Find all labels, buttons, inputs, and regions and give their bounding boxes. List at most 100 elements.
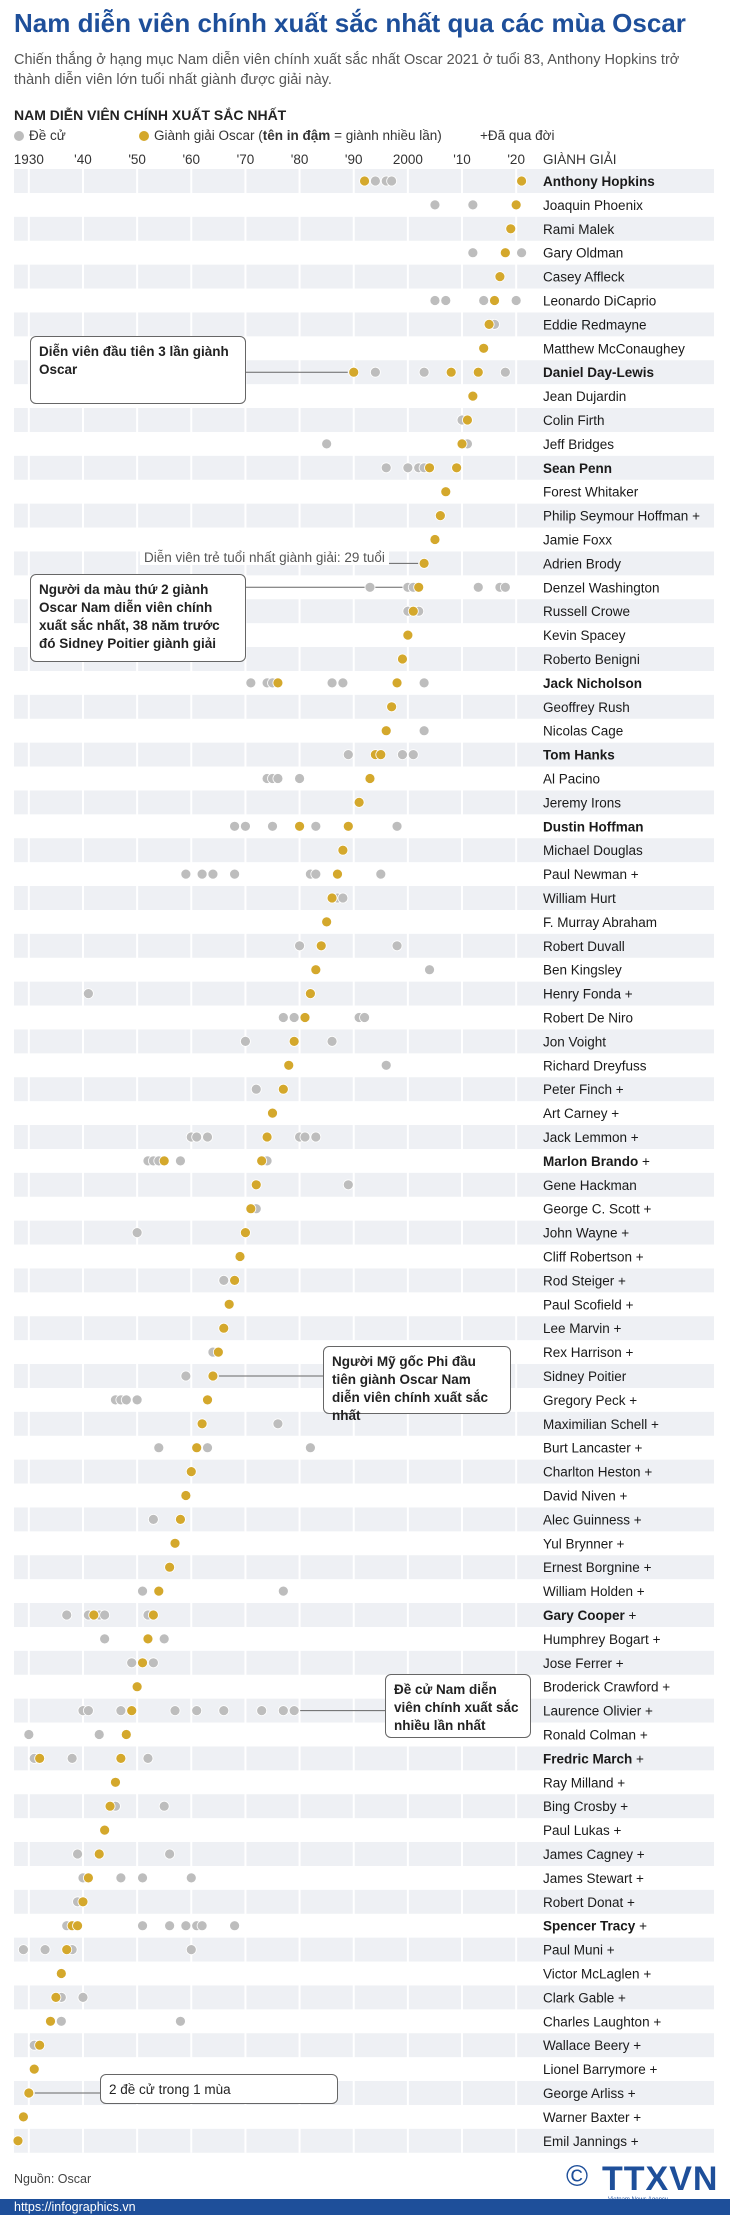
x-tick-label: '90 — [345, 152, 363, 167]
nomination-dot — [499, 366, 511, 378]
actor-name: Richard Dreyfuss — [543, 1058, 647, 1073]
actor-name: James Stewart + — [543, 1871, 644, 1886]
actor-name: Denzel Washington — [543, 580, 660, 595]
nomination-dot — [516, 247, 527, 259]
deceased-mark: + — [616, 1489, 628, 1504]
actor-name: William Hurt — [543, 891, 616, 906]
nomination-dot — [310, 820, 322, 832]
x-tick-label: '60 — [182, 152, 200, 167]
win-dot — [418, 558, 430, 569]
actor-name: Robert Donat + — [543, 1895, 635, 1910]
win-dot — [229, 1275, 240, 1286]
row-band — [14, 1172, 714, 1197]
actor-name: Peter Finch + — [543, 1082, 624, 1097]
win-dot — [494, 271, 506, 283]
page-title: Nam diễn viên chính xuất sắc nhất qua cá… — [14, 8, 686, 38]
x-tick-label: '10 — [453, 152, 471, 167]
actor-name: Bing Crosby + — [543, 1799, 628, 1814]
actor-name: Russell Crowe — [543, 604, 630, 619]
win-dot — [147, 1609, 159, 1621]
nomination-dot — [288, 1705, 300, 1716]
page-subtitle: Chiến thắng ở hạng mục Nam diễn viên chí… — [14, 52, 680, 88]
row-band — [14, 1555, 714, 1580]
nomination-dot — [305, 1442, 316, 1454]
win-dot — [445, 366, 457, 378]
nomination-dot — [82, 988, 94, 999]
actor-name: Spencer Tracy + — [543, 1919, 647, 1934]
nomination-dot — [380, 1059, 392, 1071]
actor-name: Jose Ferrer + — [543, 1656, 624, 1671]
win-dot — [402, 629, 414, 641]
row-band — [14, 1077, 714, 1102]
win-dot — [175, 1514, 186, 1525]
actor-name: James Cagney + — [543, 1847, 645, 1862]
win-dot — [348, 366, 360, 378]
win-dot — [505, 223, 517, 235]
nomination-dot — [326, 677, 338, 689]
win-dot — [342, 820, 354, 832]
nomination-dot — [310, 1131, 322, 1143]
actor-name: Jean Dujardin — [543, 389, 626, 404]
deceased-mark: + — [608, 1106, 620, 1121]
nomination-dot — [245, 677, 257, 689]
actor-name: Gary Cooper + — [543, 1608, 637, 1623]
nomination-dot — [375, 868, 387, 880]
bottom-bar — [0, 2199, 730, 2215]
deceased-mark: + — [630, 2110, 642, 2125]
nomination-dot — [180, 1920, 192, 1932]
actor-name: Gary Oldman — [543, 246, 623, 261]
nomination-dot — [272, 773, 284, 784]
deceased-mark: + — [612, 1082, 624, 1097]
nomination-dot — [142, 1753, 154, 1764]
actor-name: Nicolas Cage — [543, 724, 623, 739]
row-band — [14, 1937, 714, 1962]
legend-nominee: Đề cử — [14, 128, 66, 143]
deceased-mark: + — [618, 1226, 630, 1241]
actor-name: Ronald Colman + — [543, 1728, 648, 1743]
nomination-dot — [180, 868, 192, 880]
nomination-dot — [185, 1872, 197, 1884]
callout-olivier: Đề cử Nam diễn viên chính xuất sắc nhiều… — [385, 1674, 531, 1738]
actor-name: George C. Scott + — [543, 1202, 652, 1217]
nomination-dot — [277, 1705, 289, 1716]
actor-name: Paul Newman + — [543, 867, 639, 882]
win-dot — [472, 366, 484, 378]
win-dot — [82, 1872, 94, 1884]
nomination-dot — [472, 581, 484, 593]
win-dot — [462, 414, 473, 426]
nomination-dot — [467, 199, 479, 211]
row-band — [14, 1889, 714, 1914]
nomination-dot — [93, 1729, 105, 1740]
nomination-dot — [418, 677, 430, 689]
deceased-mark: + — [617, 1799, 629, 1814]
site-url[interactable]: https://infographics.vn — [14, 2200, 136, 2214]
deceased-mark: + — [633, 1847, 645, 1862]
win-dot — [272, 677, 284, 689]
deceased-mark: + — [622, 1297, 634, 1312]
win-dot — [88, 1609, 100, 1621]
row-band — [14, 503, 714, 528]
actor-name: Jack Nicholson — [543, 676, 642, 691]
actor-name: Yul Brynner + — [543, 1536, 625, 1551]
nomination-dot — [499, 581, 511, 593]
actor-name: Paul Lukas + — [543, 1823, 622, 1838]
actor-name: Joaquin Phoenix — [543, 198, 643, 213]
actor-name: Emil Jannings + — [543, 2134, 639, 2149]
nomination-dot — [55, 2015, 67, 2027]
deceased-mark: + — [632, 1871, 644, 1886]
win-dot — [277, 1083, 289, 1095]
row-band — [14, 1603, 714, 1627]
nomination-dot — [158, 1800, 170, 1812]
nomination-dot — [147, 1657, 159, 1669]
win-dot — [153, 1585, 165, 1597]
win-dot — [158, 1155, 170, 1167]
win-dot — [28, 2063, 40, 2075]
win-dot — [61, 1944, 73, 1955]
deceased-mark: + — [624, 2086, 636, 2101]
win-dot — [391, 677, 403, 689]
actor-name: Michael Douglas — [543, 843, 643, 858]
nomination-dot — [256, 1705, 268, 1716]
row-band — [14, 742, 714, 767]
nomination-dot — [169, 1705, 181, 1716]
win-dot — [353, 797, 365, 808]
